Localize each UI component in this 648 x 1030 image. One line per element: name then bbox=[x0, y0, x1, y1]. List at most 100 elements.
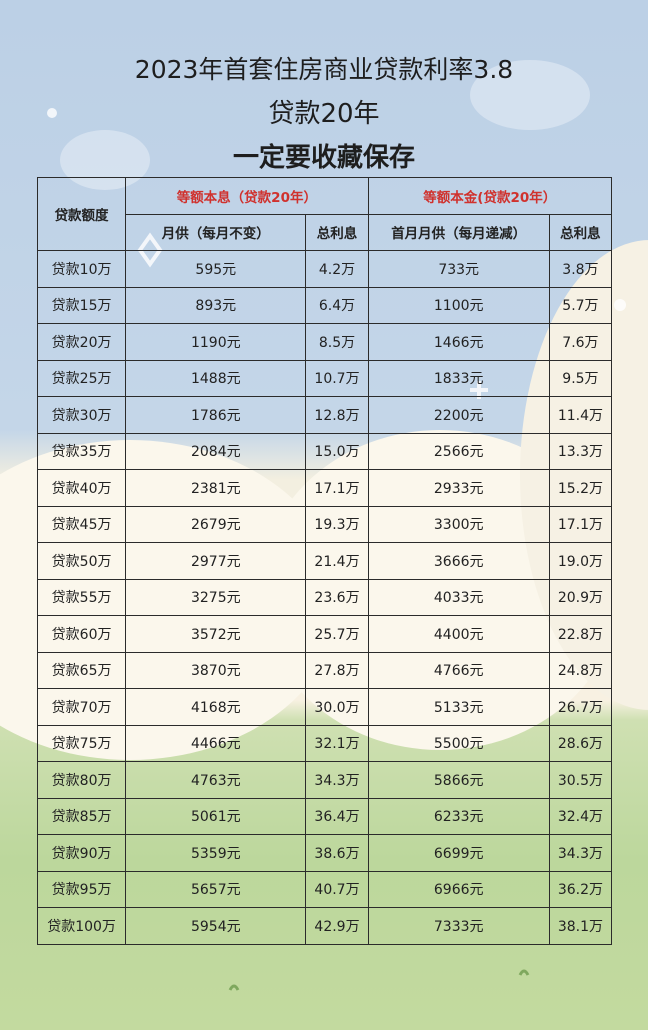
cell-amount: 贷款25万 bbox=[36, 359, 127, 397]
header-amount: 贷款额度 bbox=[36, 177, 127, 251]
cell-monthly-fixed: 595元 bbox=[125, 250, 307, 288]
cell-interest-1: 23.6万 bbox=[305, 578, 369, 616]
cell-first-month: 6966元 bbox=[367, 870, 550, 908]
cell-interest-2: 38.1万 bbox=[548, 907, 613, 945]
cell-monthly-fixed: 3572元 bbox=[125, 615, 307, 653]
cell-first-month: 6699元 bbox=[367, 834, 550, 872]
table-row: 贷款80万 4763元 34.3万 5866元 30.5万 bbox=[36, 761, 613, 799]
cell-interest-1: 38.6万 bbox=[305, 834, 369, 872]
cell-monthly-fixed: 1190元 bbox=[125, 323, 307, 361]
cell-interest-1: 21.4万 bbox=[305, 542, 369, 580]
cell-first-month: 1100元 bbox=[367, 286, 550, 324]
cell-interest-2: 30.5万 bbox=[548, 761, 613, 799]
cell-first-month: 5500元 bbox=[367, 724, 550, 762]
cell-monthly-fixed: 3275元 bbox=[125, 578, 307, 616]
cell-first-month: 6233元 bbox=[367, 797, 550, 835]
cell-interest-2: 5.7万 bbox=[548, 286, 613, 324]
table-row: 贷款40万 2381元 17.1万 2933元 15.2万 bbox=[36, 469, 613, 507]
cell-monthly-fixed: 2381元 bbox=[125, 469, 307, 507]
cell-amount: 贷款75万 bbox=[36, 724, 127, 762]
table-row: 贷款35万 2084元 15.0万 2566元 13.3万 bbox=[36, 432, 613, 470]
cell-amount: 贷款90万 bbox=[36, 834, 127, 872]
cell-monthly-fixed: 893元 bbox=[125, 286, 307, 324]
cell-interest-2: 32.4万 bbox=[548, 797, 613, 835]
page-title: 2023年首套住房商业贷款利率3.8 贷款20年 一定要收藏保存 bbox=[0, 48, 648, 180]
table-row: 贷款10万 595元 4.2万 733元 3.8万 bbox=[36, 250, 613, 288]
cell-first-month: 733元 bbox=[367, 250, 550, 288]
cell-interest-2: 19.0万 bbox=[548, 542, 613, 580]
table-row: 贷款55万 3275元 23.6万 4033元 20.9万 bbox=[36, 578, 613, 616]
cell-first-month: 4033元 bbox=[367, 578, 550, 616]
cell-monthly-fixed: 5061元 bbox=[125, 797, 307, 835]
cell-interest-1: 25.7万 bbox=[305, 615, 369, 653]
table-row: 贷款85万 5061元 36.4万 6233元 32.4万 bbox=[36, 797, 613, 835]
cell-first-month: 3666元 bbox=[367, 542, 550, 580]
cell-monthly-fixed: 2084元 bbox=[125, 432, 307, 470]
cell-amount: 贷款95万 bbox=[36, 870, 127, 908]
table-row: 贷款75万 4466元 32.1万 5500元 28.6万 bbox=[36, 724, 613, 762]
cell-interest-1: 42.9万 bbox=[305, 907, 369, 945]
cell-interest-1: 15.0万 bbox=[305, 432, 369, 470]
cell-interest-2: 22.8万 bbox=[548, 615, 613, 653]
cell-interest-2: 7.6万 bbox=[548, 323, 613, 361]
cell-interest-2: 20.9万 bbox=[548, 578, 613, 616]
cell-amount: 贷款15万 bbox=[36, 286, 127, 324]
cell-interest-2: 11.4万 bbox=[548, 396, 613, 434]
title-line-1: 2023年首套住房商业贷款利率3.8 bbox=[134, 55, 514, 84]
cell-amount: 贷款10万 bbox=[36, 250, 127, 288]
cell-first-month: 2200元 bbox=[367, 396, 550, 434]
cell-first-month: 4766元 bbox=[367, 651, 550, 689]
cell-monthly-fixed: 5657元 bbox=[125, 870, 307, 908]
cell-interest-1: 27.8万 bbox=[305, 651, 369, 689]
cell-first-month: 2933元 bbox=[367, 469, 550, 507]
cell-first-month: 5133元 bbox=[367, 688, 550, 726]
header-equal-installment: 等额本息（贷款20年） bbox=[125, 177, 369, 215]
cell-first-month: 4400元 bbox=[367, 615, 550, 653]
table-row: 贷款100万 5954元 42.9万 7333元 38.1万 bbox=[36, 907, 613, 945]
cell-interest-2: 3.8万 bbox=[548, 250, 613, 288]
cell-amount: 贷款50万 bbox=[36, 542, 127, 580]
cell-amount: 贷款45万 bbox=[36, 505, 127, 543]
cell-monthly-fixed: 4168元 bbox=[125, 688, 307, 726]
header-total-interest-2: 总利息 bbox=[548, 213, 613, 251]
cell-monthly-fixed: 3870元 bbox=[125, 651, 307, 689]
cell-interest-2: 36.2万 bbox=[548, 870, 613, 908]
cell-interest-2: 13.3万 bbox=[548, 432, 613, 470]
header-first-month: 首月月供（每月递减） bbox=[367, 213, 550, 251]
table-row: 贷款20万 1190元 8.5万 1466元 7.6万 bbox=[36, 323, 613, 361]
header-row-groups: 贷款额度 等额本息（贷款20年） 等额本金(贷款20年） bbox=[36, 177, 613, 251]
header-total-interest-1: 总利息 bbox=[305, 213, 369, 251]
cell-interest-1: 30.0万 bbox=[305, 688, 369, 726]
cell-amount: 贷款100万 bbox=[36, 907, 127, 945]
cell-monthly-fixed: 1786元 bbox=[125, 396, 307, 434]
table-row: 贷款60万 3572元 25.7万 4400元 22.8万 bbox=[36, 615, 613, 653]
title-line-3: 一定要收藏保存 bbox=[232, 143, 415, 173]
cell-first-month: 3300元 bbox=[367, 505, 550, 543]
table-body: 贷款10万 595元 4.2万 733元 3.8万 贷款15万 893元 6.4万 1100元 5… bbox=[36, 250, 613, 945]
cell-interest-1: 32.1万 bbox=[305, 724, 369, 762]
table-row: 贷款25万 1488元 10.7万 1833元 9.5万 bbox=[36, 359, 613, 397]
cell-amount: 贷款55万 bbox=[36, 578, 127, 616]
cell-interest-2: 28.6万 bbox=[548, 724, 613, 762]
header-equal-principal: 等额本金(贷款20年） bbox=[367, 177, 613, 215]
cell-monthly-fixed: 5954元 bbox=[125, 907, 307, 945]
cell-first-month: 5866元 bbox=[367, 761, 550, 799]
cell-monthly-fixed: 1488元 bbox=[125, 359, 307, 397]
cell-monthly-fixed: 4466元 bbox=[125, 724, 307, 762]
cell-interest-2: 34.3万 bbox=[548, 834, 613, 872]
cell-interest-2: 15.2万 bbox=[548, 469, 613, 507]
title-line-2: 贷款20年 bbox=[268, 99, 380, 129]
cell-amount: 贷款80万 bbox=[36, 761, 127, 799]
table-row: 贷款95万 5657元 40.7万 6966元 36.2万 bbox=[36, 870, 613, 908]
cell-amount: 贷款20万 bbox=[36, 323, 127, 361]
cell-amount: 贷款35万 bbox=[36, 432, 127, 470]
table-row: 贷款90万 5359元 38.6万 6699元 34.3万 bbox=[36, 834, 613, 872]
table-row: 贷款70万 4168元 30.0万 5133元 26.7万 bbox=[36, 688, 613, 726]
cell-amount: 贷款85万 bbox=[36, 797, 127, 835]
cell-amount: 贷款70万 bbox=[36, 688, 127, 726]
cell-amount: 贷款60万 bbox=[36, 615, 127, 653]
cell-first-month: 2566元 bbox=[367, 432, 550, 470]
cell-first-month: 7333元 bbox=[367, 907, 550, 945]
cell-interest-1: 10.7万 bbox=[305, 359, 369, 397]
cell-interest-1: 4.2万 bbox=[305, 250, 369, 288]
